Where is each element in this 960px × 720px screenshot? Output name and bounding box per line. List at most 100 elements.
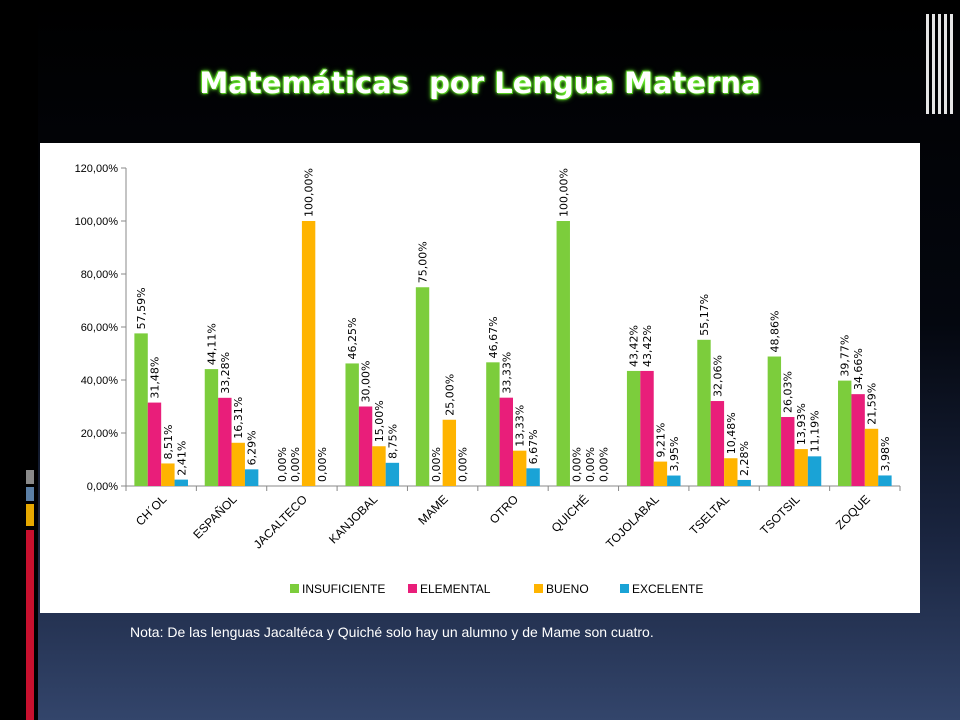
legend-label: EXCELENTE [632,582,703,596]
x-category-label: TSOTSIL [757,492,802,537]
data-label: 32,06% [711,355,724,397]
y-tick-label: 120,00% [75,163,119,175]
x-category-label: JACALTECO [251,492,310,551]
data-label: 43,42% [641,325,654,367]
data-label: 44,11% [205,323,218,365]
data-label: 16,31% [232,397,245,439]
data-label: 34,66% [852,348,865,390]
bar-elemental [147,402,162,486]
bar-insuficiente [838,380,852,486]
legend-swatch [620,584,629,593]
x-category-label: KANJOBAL [326,492,380,546]
data-label: 3,95% [668,437,681,472]
bar-bueno [372,446,386,486]
bar-excelente [807,456,822,486]
y-tick-label: 0,00% [87,481,118,493]
legend-swatch [290,584,299,593]
legend-swatch [534,584,543,593]
data-label: 75,00% [417,241,430,283]
bar-insuficiente [345,363,359,486]
bar-bueno [794,449,808,486]
data-label: 0,00% [457,447,470,482]
x-category-label: ESPAÑOL [190,492,240,542]
chart-panel: 0,00% 20,00% 40,00% 60,00% 80,00% 100,00% 120,… [40,143,920,613]
data-label: 9,21% [654,423,667,458]
data-label: 39,77% [839,335,852,377]
footnote: Nota: De las lenguas Jacaltéca y Quiché … [130,624,654,640]
bar-bueno [864,428,879,486]
y-tick-label: 80,00% [81,269,119,281]
data-label: 100,00% [303,168,316,217]
data-label: 55,17% [698,294,711,336]
legend-swatch [408,584,417,593]
slide-title: Matemáticas por Lengua Materna [199,66,761,100]
data-label: 26,03% [782,371,795,413]
bar-excelente [526,468,540,486]
bar-insuficiente [415,287,430,486]
bar-insuficiente [626,370,641,486]
bar-bueno [653,461,668,486]
y-tick-label: 40,00% [81,375,119,387]
data-label: 33,28% [219,352,232,394]
data-label: 13,93% [795,403,808,445]
data-label: 3,98% [879,436,892,471]
bar-insuficiente [204,369,219,486]
data-label: 0,00% [289,447,302,482]
x-category-label: CH´OL [133,492,170,529]
data-label: 21,59% [866,383,879,425]
data-label: 0,00% [584,447,597,482]
bar-elemental [781,417,795,486]
data-label: 0,00% [571,447,584,482]
y-tick-label: 60,00% [81,322,119,334]
bar-excelente [667,475,681,486]
bar-elemental [218,397,232,486]
data-label: 48,86% [768,311,781,353]
data-label: 11,19% [809,410,822,452]
deco-lines-top-right [926,14,954,114]
data-label: 33,33% [500,352,513,394]
bar-excelente [737,479,751,486]
bar-elemental [640,370,654,486]
data-label: 0,00% [430,447,443,482]
data-label: 0,00% [597,447,610,482]
bar-bueno [231,442,245,486]
bar-elemental [499,397,513,486]
x-category-label: QUICHÉ [548,492,592,536]
data-label: 2,41% [175,441,188,476]
deco-square-blue [26,487,34,501]
data-label: 2,28% [738,441,751,476]
bar-elemental [851,394,865,486]
deco-bar-red [26,530,34,720]
x-category-label: ZOQUE [833,492,873,532]
x-category-label: MAME [415,492,450,527]
data-label: 57,59% [135,287,148,329]
bar-insuficiente [767,356,782,486]
bar-bueno [513,450,527,486]
bar-insuficiente [134,333,148,486]
bar-chart: 0,00% 20,00% 40,00% 60,00% 80,00% 100,00% 120,… [75,163,901,596]
data-label: 15,00% [373,400,386,442]
bar-insuficiente [556,221,570,486]
data-label: 8,75% [386,424,399,459]
deco-square-gold [26,504,34,526]
data-label: 6,67% [527,429,540,464]
x-category-label: OTRO [487,492,521,526]
y-tick-label: 20,00% [81,428,119,440]
data-label: 31,48% [148,357,161,399]
bar-insuficiente [486,362,500,486]
data-label: 43,42% [628,325,641,367]
bar-excelente [385,462,400,486]
bar-elemental [358,406,373,486]
x-category-label: TOJOLABAL [603,492,662,551]
bar-excelente [244,469,259,486]
x-category-label: TSELTAL [687,492,733,538]
bar-bueno [301,221,316,486]
bar-insuficiente [697,339,711,486]
data-label: 0,00% [276,447,289,482]
legend-label: ELEMENTAL [420,582,491,596]
data-label: 6,29% [246,430,259,465]
data-label: 46,67% [487,316,500,358]
bar-excelente [878,475,892,486]
data-label: 25,00% [443,374,456,416]
bar-elemental [710,401,725,486]
